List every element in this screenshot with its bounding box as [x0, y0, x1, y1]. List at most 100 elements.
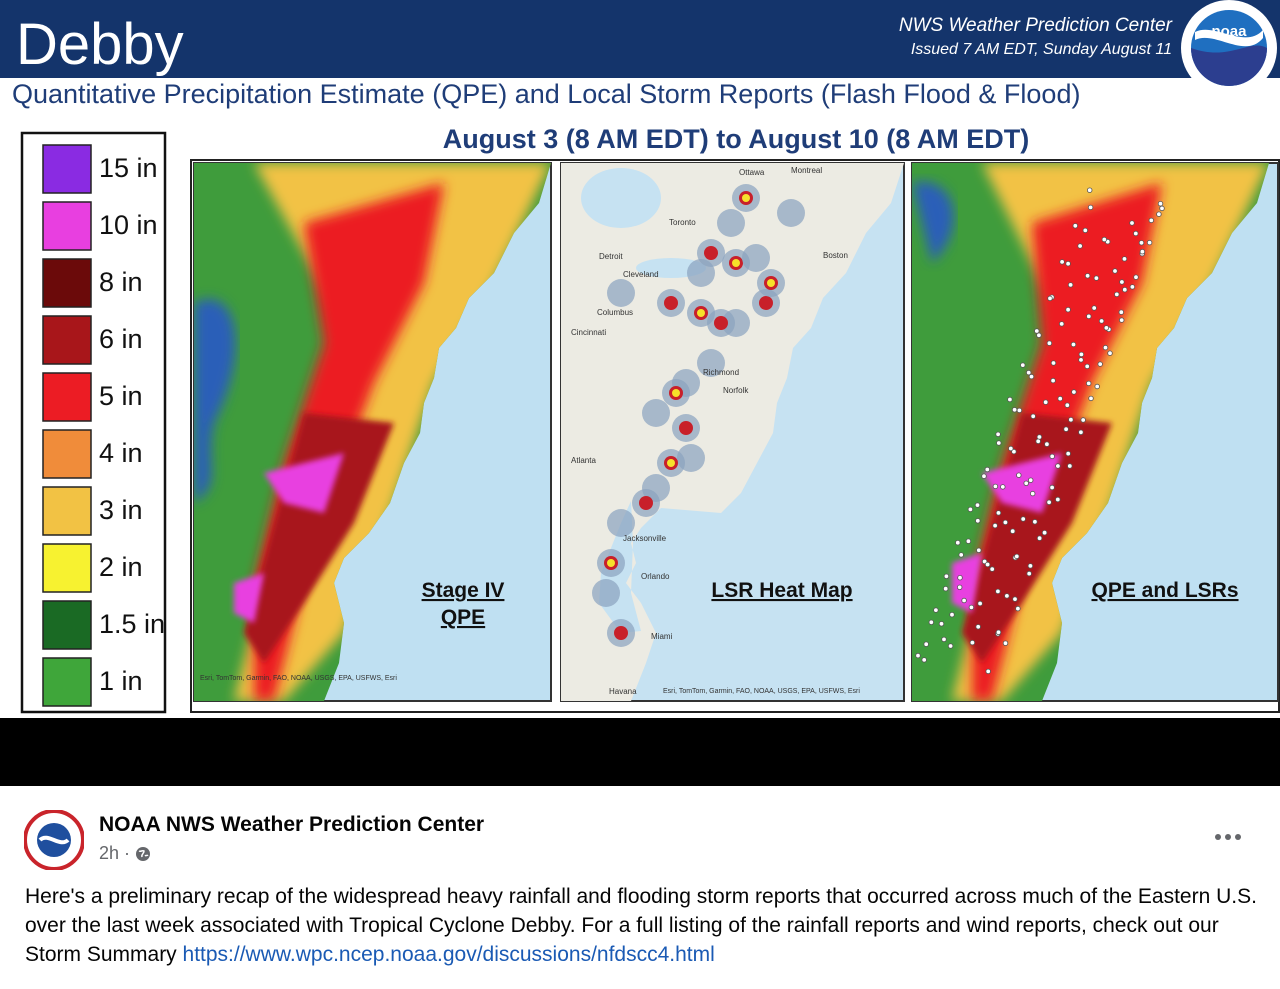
storm-report	[1050, 377, 1056, 384]
storm-report	[1078, 357, 1084, 363]
storm-report	[974, 502, 981, 508]
storm-report	[1011, 407, 1018, 413]
author-name[interactable]: NOAA NWS Weather Prediction Center	[99, 813, 485, 836]
storm-report	[1029, 490, 1036, 497]
storm-report	[1094, 383, 1100, 390]
storm-report	[1146, 239, 1153, 246]
storm-report	[1118, 309, 1124, 315]
storm-report	[1138, 240, 1145, 246]
heat-peak	[672, 389, 680, 397]
storm-report	[1041, 530, 1048, 536]
storm-report	[1042, 399, 1049, 405]
storm-report	[1034, 328, 1040, 334]
heat-peak	[742, 194, 750, 202]
storm-reports	[915, 187, 1165, 675]
author-avatar[interactable]	[24, 810, 84, 870]
storm-report	[1055, 463, 1061, 469]
storm-report	[985, 668, 991, 675]
storm-report	[1000, 484, 1006, 490]
city-label: Boston	[823, 251, 848, 260]
legend-label: 5 in	[99, 381, 143, 411]
media-letterbox	[0, 718, 1280, 786]
city-label: Havana	[609, 687, 637, 696]
panel-label: LSR Heat Map	[711, 579, 852, 602]
storm-report	[958, 552, 964, 558]
storm-report	[984, 561, 991, 568]
storm-report	[941, 636, 947, 643]
storm-report	[1129, 220, 1135, 226]
heat-core	[639, 496, 653, 510]
storm-report	[1078, 351, 1085, 358]
storm-report	[1091, 305, 1097, 311]
storm-report	[975, 518, 981, 524]
storm-report	[1020, 362, 1026, 368]
title: Debby	[16, 12, 184, 77]
storm-report	[923, 641, 929, 647]
post-link[interactable]: https://www.wpc.ncep.noaa.gov/discussion…	[182, 943, 715, 966]
storm-report	[1064, 402, 1070, 408]
city-label: Jacksonville	[623, 534, 667, 543]
city-label: Richmond	[703, 368, 739, 377]
storm-report	[1156, 211, 1162, 217]
logo-text: noaa	[1211, 23, 1247, 40]
storm-report	[1114, 291, 1120, 298]
storm-report	[938, 621, 945, 627]
storm-report	[1070, 341, 1077, 348]
storm-report	[1085, 380, 1092, 387]
storm-report	[1046, 499, 1052, 505]
separator: ·	[124, 843, 131, 863]
storm-report	[1059, 259, 1065, 265]
post-time[interactable]: 2h	[99, 843, 120, 863]
storm-report	[1080, 417, 1086, 423]
lsr-heat-map: Ottawa Montreal Toronto Boston DetroitClevel…	[560, 162, 905, 702]
storm-report	[1016, 407, 1023, 414]
legend-label: 6 in	[99, 324, 143, 354]
qpe-map: Esri, TomTom, Garmin, FAO, NOAA, USGS, E…	[193, 162, 552, 702]
storm-report	[1028, 373, 1035, 380]
heat-peak	[697, 309, 705, 317]
storm-report	[981, 473, 987, 479]
legend-swatch	[42, 144, 92, 194]
heat-halo	[697, 349, 725, 377]
storm-report	[1107, 350, 1113, 356]
panel-label: QPE and LSRs	[1091, 579, 1238, 602]
storm-report	[1112, 268, 1118, 274]
panel-labels: Stage IV QPE LSR Heat Map QPE and LSRs	[422, 579, 1239, 629]
heat-core	[759, 296, 773, 310]
storm-report	[1027, 477, 1034, 483]
storm-report	[1057, 395, 1063, 402]
legend-swatch	[42, 486, 92, 536]
storm-report	[1133, 274, 1139, 280]
heat-halo	[642, 399, 670, 427]
legend-label: 1 in	[99, 666, 143, 696]
storm-report	[1049, 484, 1055, 491]
post-text: Here's a preliminary recap of the widesp…	[25, 882, 1265, 969]
storm-report	[1044, 441, 1050, 447]
storm-report	[915, 652, 921, 659]
storm-report	[1036, 332, 1042, 338]
storm-report	[1015, 605, 1021, 612]
storm-report	[1077, 243, 1083, 249]
heat-peak	[667, 459, 675, 467]
heat-halo	[607, 509, 635, 537]
storm-report	[1050, 360, 1057, 366]
storm-report	[995, 629, 1002, 635]
storm-report	[1065, 306, 1071, 313]
heat-halo	[592, 579, 620, 607]
storm-report	[1025, 369, 1032, 376]
issuer: NWS Weather Prediction Center	[899, 15, 1173, 36]
city-label: Cincinnati	[571, 328, 606, 337]
storm-report	[1030, 413, 1036, 419]
storm-report	[1078, 429, 1084, 435]
storm-report	[1084, 273, 1091, 279]
post-meta: 2h ·	[99, 843, 151, 864]
more-options[interactable]	[1208, 822, 1248, 852]
storm-report	[1063, 426, 1069, 432]
storm-report	[967, 506, 974, 513]
subtitle: Quantitative Precipitation Estimate (QPE…	[12, 79, 1080, 109]
storm-report	[1072, 223, 1078, 229]
storm-report	[1087, 204, 1094, 211]
heat-peak	[607, 559, 615, 567]
storm-report	[957, 575, 963, 581]
